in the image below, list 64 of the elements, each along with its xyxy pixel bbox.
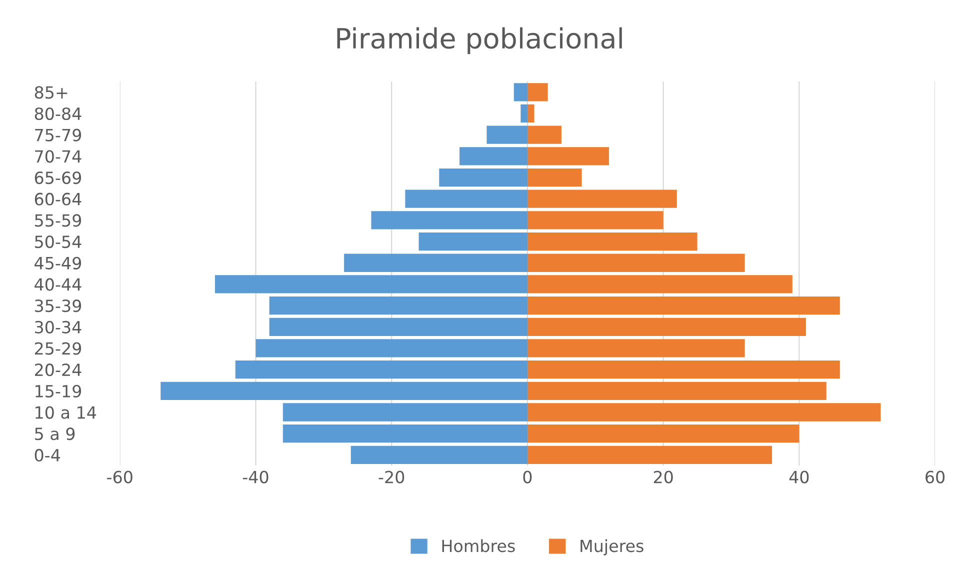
bar (269, 296, 528, 315)
y-tick-label: 50-54 (35, 235, 82, 248)
bar (527, 318, 806, 336)
bar (439, 168, 528, 187)
x-tick-label: 60 (926, 470, 945, 484)
bar (486, 126, 528, 144)
x-tick-label: -40 (242, 470, 268, 484)
y-tick-label: 70-74 (35, 150, 82, 163)
x-tick-label: 20 (654, 470, 673, 484)
bar (235, 360, 528, 379)
bar (527, 104, 534, 123)
bar (514, 83, 528, 102)
bar (527, 232, 698, 251)
bar (527, 360, 840, 379)
bar (527, 190, 677, 208)
bar (405, 190, 528, 208)
bar (371, 211, 528, 230)
y-tick-label: 0-4 (34, 448, 60, 462)
legend-label: Hombres (442, 539, 515, 552)
bar (527, 254, 745, 272)
bar (527, 446, 772, 464)
bar (527, 275, 792, 294)
y-tick-label: 80-84 (34, 107, 82, 120)
bar (282, 403, 528, 422)
bar (527, 339, 745, 358)
bar (527, 424, 800, 443)
bar (344, 254, 528, 272)
x-tick-label: 40 (789, 470, 809, 484)
y-tick-label: 25-29 (34, 342, 82, 355)
bar (527, 147, 609, 166)
y-tick-label: 45-49 (34, 256, 82, 270)
bar (418, 232, 528, 251)
bar (527, 126, 562, 144)
legend-label: Mujeres (580, 539, 644, 556)
bar (520, 104, 528, 123)
y-tick-label: 5 a 9 (35, 428, 75, 440)
y-tick-label: 60-64 (34, 192, 82, 206)
bar (160, 382, 528, 400)
bar (527, 168, 582, 187)
y-tick-label: 35-39 (35, 300, 82, 312)
y-tick-label: 30-34 (35, 320, 82, 334)
y-tick-label: 55-59 (35, 214, 82, 227)
bar (527, 382, 826, 400)
x-tick-label: -20 (378, 470, 404, 484)
bar (527, 403, 881, 422)
bar (256, 339, 528, 358)
y-tick-label: 20-24 (34, 364, 82, 376)
chart-title: Piramide poblacional (337, 27, 622, 54)
bar (350, 446, 528, 464)
bar (527, 296, 840, 315)
bar (527, 211, 664, 230)
y-tick-label: 15-19 (36, 384, 82, 398)
y-tick-label: 10 a 14 (36, 406, 96, 419)
y-tick-label: 65-69 (34, 171, 82, 184)
bar (214, 275, 528, 294)
bar (527, 83, 548, 102)
y-tick-label: 75-79 (35, 128, 82, 142)
x-tick-label: -60 (107, 470, 132, 484)
y-tick-label: 40-44 (34, 278, 82, 291)
y-tick-label: 85+ (34, 86, 68, 99)
bar (460, 147, 528, 166)
bar (282, 424, 528, 443)
bar (269, 318, 528, 336)
x-tick-label: 0 (523, 470, 532, 484)
